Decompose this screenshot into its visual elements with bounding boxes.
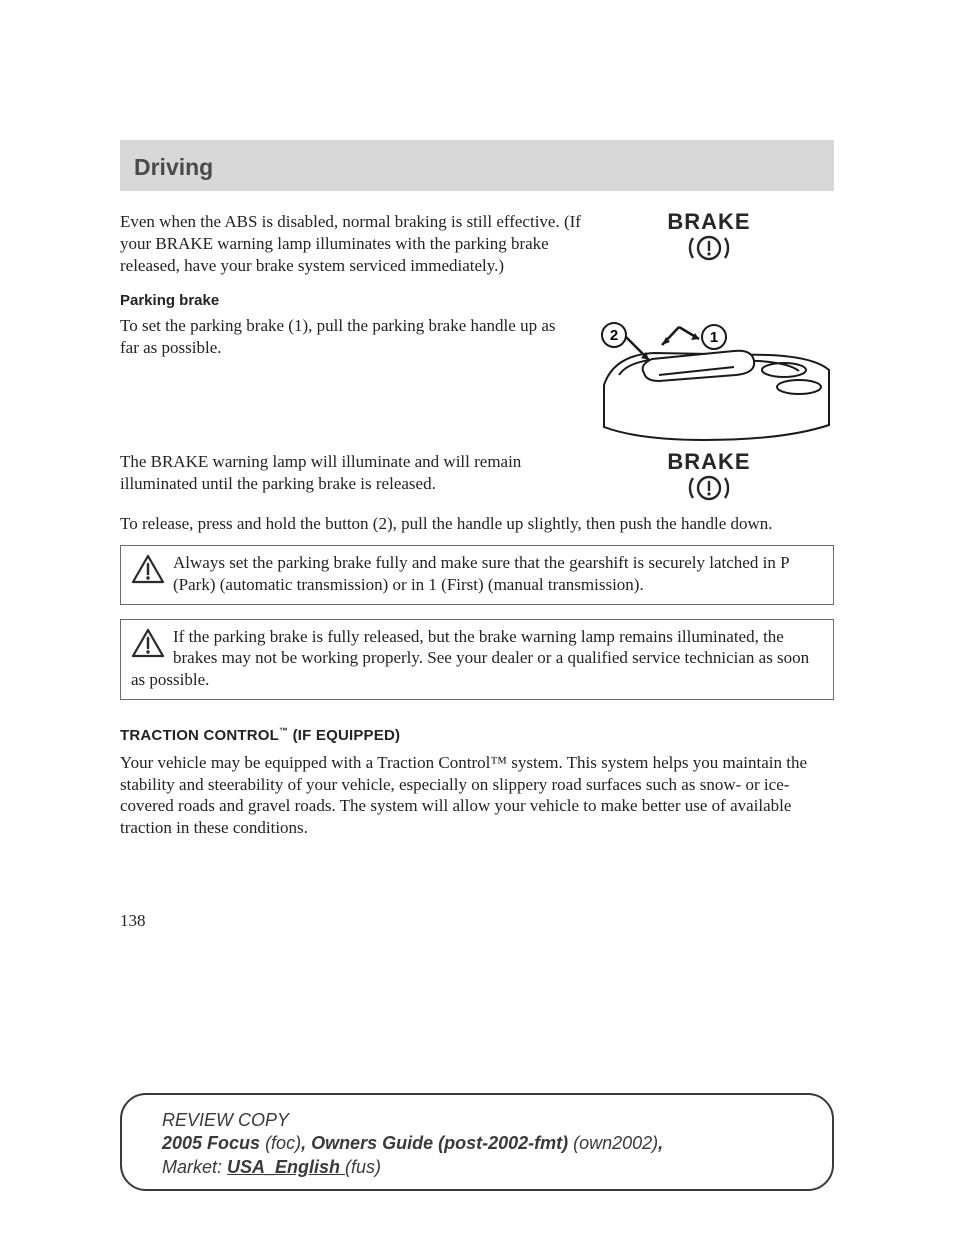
footer-pill: REVIEW COPY 2005 Focus (foc), Owners Gui… [120, 1093, 834, 1191]
brake-indicator-icon: BRAKE [667, 451, 750, 507]
footer-l3b: USA_English [227, 1157, 345, 1177]
traction-control-heading: TRACTION CONTROL™ (IF EQUIPPED) [120, 726, 834, 744]
footer-l2a: 2005 Focus [162, 1133, 265, 1153]
parking-brake-set-text: To set the parking brake (1), pull the p… [120, 315, 584, 359]
footer-line-2: 2005 Focus (foc), Owners Guide (post-200… [162, 1132, 792, 1155]
brake-indicator-label: BRAKE [667, 451, 750, 473]
callout-2: 2 [610, 327, 618, 344]
traction-heading-a: TRACTION CONTROL [120, 727, 279, 744]
callout-1: 1 [710, 329, 718, 346]
warning-box-2: If the parking brake is fully released, … [120, 619, 834, 700]
brake-lamp-row: The BRAKE warning lamp will illuminate a… [120, 451, 834, 507]
parking-brake-heading: Parking brake [120, 292, 834, 309]
brake-indicator-figure-2: BRAKE [584, 451, 834, 507]
parking-brake-row: To set the parking brake (1), pull the p… [120, 315, 834, 445]
brake-indicator-figure-1: BRAKE [584, 211, 834, 267]
brake-light-icon [680, 233, 738, 263]
warning-triangle-icon [131, 628, 165, 664]
traction-para: Your vehicle may be equipped with a Trac… [120, 752, 834, 839]
warning-box-1: Always set the parking brake fully and m… [120, 545, 834, 605]
footer-l2d: (own2002) [573, 1133, 658, 1153]
footer-line-1: REVIEW COPY [162, 1109, 792, 1132]
warning-1-text: Always set the parking brake fully and m… [173, 553, 789, 594]
page-number: 138 [120, 911, 834, 931]
warning-triangle-icon [131, 554, 165, 590]
brake-indicator-label: BRAKE [667, 211, 750, 233]
footer-l2e: , [658, 1133, 663, 1153]
parking-brake-diagram: 2 1 [584, 315, 834, 445]
page-title: Driving [134, 154, 820, 181]
handbrake-diagram-icon: 2 1 [584, 315, 834, 445]
abs-row: Even when the ABS is disabled, normal br… [120, 211, 834, 276]
brake-indicator-icon: BRAKE [667, 211, 750, 267]
brake-lamp-text: The BRAKE warning lamp will illuminate a… [120, 451, 584, 495]
warning-2-text: If the parking brake is fully released, … [131, 627, 809, 690]
abs-text: Even when the ABS is disabled, normal br… [120, 211, 584, 276]
footer-l3c: (fus) [345, 1157, 381, 1177]
footer-l2c: , Owners Guide (post-2002-fmt) [301, 1133, 573, 1153]
traction-heading-b: (IF EQUIPPED) [288, 727, 400, 744]
brake-light-icon [680, 473, 738, 503]
footer-l2b: (foc) [265, 1133, 301, 1153]
release-text: To release, press and hold the button (2… [120, 513, 834, 535]
section-header: Driving [120, 140, 834, 191]
trademark-icon: ™ [279, 726, 288, 736]
footer-l3a: Market: [162, 1157, 227, 1177]
footer-line-3: Market: USA_English (fus) [162, 1156, 792, 1179]
